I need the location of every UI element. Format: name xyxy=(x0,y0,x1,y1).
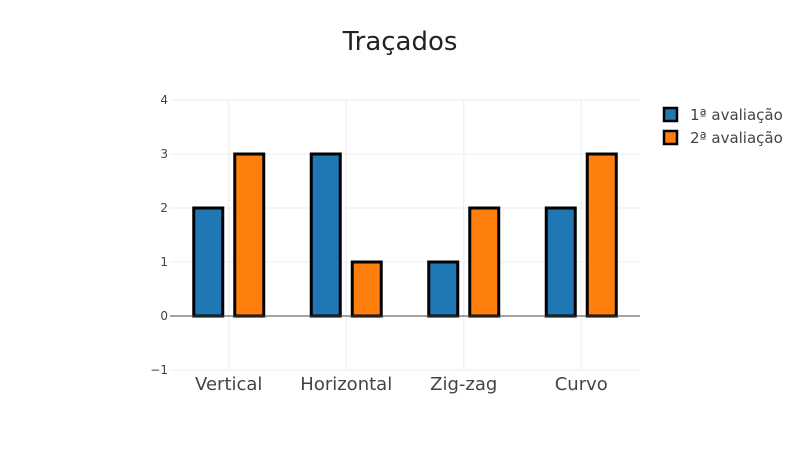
legend-label[interactable]: 2ª avaliação xyxy=(690,129,783,147)
bar-1-curvo[interactable] xyxy=(544,206,577,318)
chart-title: Traçados xyxy=(342,27,458,57)
bar-2-zig-zag[interactable] xyxy=(468,206,501,318)
legend-swatch[interactable] xyxy=(662,106,679,123)
bars xyxy=(192,152,618,318)
legend-swatch[interactable] xyxy=(662,129,679,146)
y-tick-label: 2 xyxy=(160,201,168,215)
y-tick-label: −1 xyxy=(150,363,168,377)
legend-label[interactable]: 1ª avaliação xyxy=(690,106,783,124)
y-tick-label: 3 xyxy=(160,147,168,161)
y-tick-label: 0 xyxy=(160,309,168,323)
bar-2-curvo[interactable] xyxy=(585,152,618,318)
bar-2-horizontal[interactable] xyxy=(350,260,383,318)
bar-1-zig-zag[interactable] xyxy=(427,260,460,318)
y-tick-label: 1 xyxy=(160,255,168,269)
legend: 1ª avaliação 2ª avaliação xyxy=(662,106,783,147)
axes: −1 0 1 2 3 4 Vertical Horizontal Zig-zag Curvo xyxy=(150,93,640,395)
bar-1-vertical[interactable] xyxy=(192,206,225,318)
x-tick-label: Zig-zag xyxy=(430,374,497,395)
x-tick-label: Horizontal xyxy=(300,374,392,395)
bar-2-vertical[interactable] xyxy=(233,152,266,318)
bar-1-horizontal[interactable] xyxy=(309,152,342,318)
y-tick-label: 4 xyxy=(160,93,168,107)
x-tick-label: Curvo xyxy=(555,374,608,395)
x-tick-label: Vertical xyxy=(195,374,262,395)
